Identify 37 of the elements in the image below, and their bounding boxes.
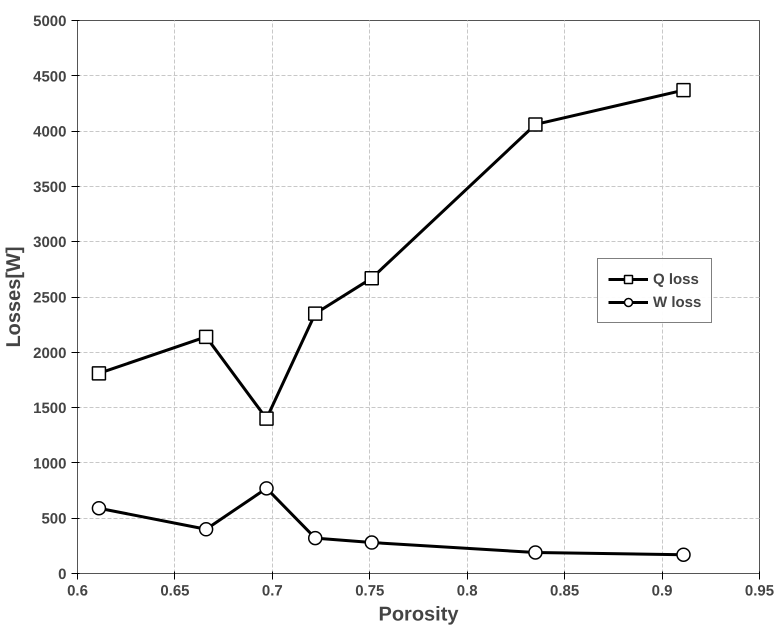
legend-label: Q loss (653, 270, 699, 288)
point (259, 411, 274, 426)
point (198, 330, 214, 344)
x-tick-label: 0.6 (67, 582, 88, 600)
x-tick-label: 0.85 (550, 582, 580, 600)
point (308, 530, 322, 546)
y-tick-label: 1000 (33, 455, 67, 472)
y-tick-label: 0 (58, 566, 66, 583)
point (528, 545, 543, 560)
y-tick-label: 3000 (33, 234, 67, 252)
point (92, 501, 106, 516)
y-tick-label: 2000 (33, 344, 67, 362)
y-tick-label: 4000 (33, 124, 67, 141)
x-tick-label: 0.9 (652, 582, 673, 600)
point (92, 366, 106, 381)
y-tick-label: 5000 (33, 13, 67, 30)
x-tick-label: 0.65 (160, 582, 190, 600)
y-axis-title: Losses[W] (3, 246, 26, 348)
x-tick-label: 0.95 (744, 582, 774, 600)
y-tick-label: 2500 (33, 290, 67, 306)
y-tick-label: 1500 (33, 400, 67, 418)
x-tick-label: 0.7 (262, 582, 283, 600)
x-tick-label: 0.8 (456, 582, 478, 600)
point (676, 82, 691, 98)
point (308, 306, 322, 321)
point (528, 117, 543, 132)
y-tick-label: 3500 (33, 178, 67, 196)
x-axis-title: Porosity (378, 604, 460, 626)
y-tick-label: 500 (41, 510, 67, 528)
point (364, 535, 379, 550)
point (259, 481, 274, 496)
legend-label: W loss (653, 294, 702, 310)
point (198, 522, 214, 536)
x-tick-label: 0.75 (355, 582, 384, 600)
point (676, 547, 691, 562)
point (364, 270, 379, 286)
y-tick-label: 4500 (33, 68, 67, 86)
